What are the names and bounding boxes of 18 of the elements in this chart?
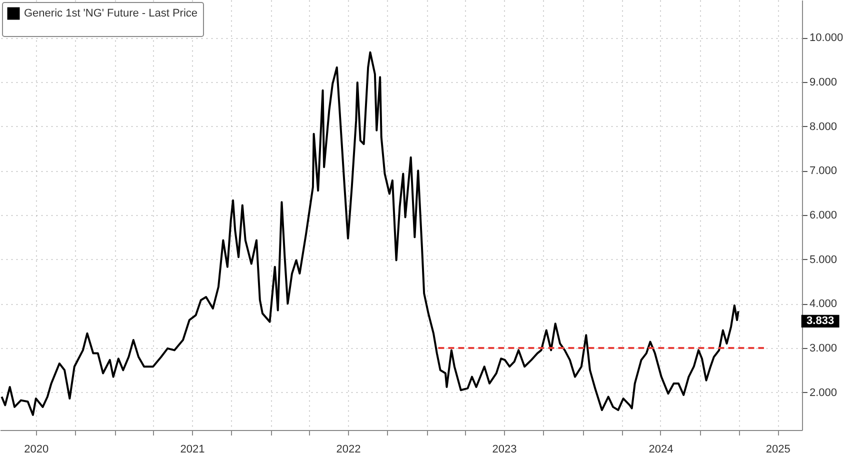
- x-tick-label: 2025: [766, 444, 790, 456]
- y-tick-label: 3.000: [810, 342, 838, 354]
- x-tick-label: 2021: [180, 444, 205, 456]
- y-tick-label: 2.000: [810, 386, 838, 399]
- text: 3.833: [806, 315, 834, 328]
- y-tick-label: 5.000: [810, 254, 838, 266]
- y-tick-label: 7.000: [810, 165, 838, 178]
- x-tick-label: 2020: [24, 444, 49, 456]
- y-tick-label: 4.000: [810, 298, 838, 310]
- y-tick-label: 6.000: [810, 210, 838, 222]
- legend-label: Generic 1st 'NG' Future - Last Price: [24, 8, 198, 20]
- y-tick-label: 8.000: [810, 120, 838, 133]
- x-tick-label: 2022: [336, 444, 361, 456]
- x-tick-label: 2024: [648, 444, 674, 456]
- y-tick-label: 9.000: [810, 76, 838, 89]
- y-tick-label: 10.000: [810, 32, 844, 44]
- x-tick-label: 2023: [492, 444, 517, 456]
- line-series: [0, 51, 740, 416]
